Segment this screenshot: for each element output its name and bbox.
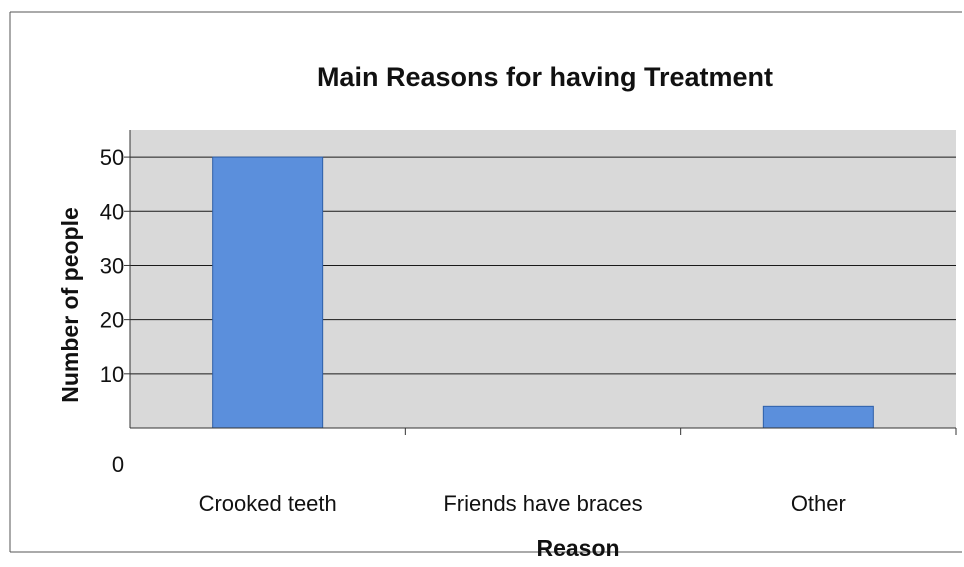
y-tick-label: 10 [100, 362, 124, 387]
y-tick-label: 40 [100, 199, 124, 224]
y-axis-title: Number of people [57, 207, 83, 403]
y-tick-labels: 0 10 20 30 40 50 [100, 145, 124, 477]
x-tick-labels: Crooked teeth Friends have braces Other [199, 428, 957, 516]
bars [212, 156, 874, 429]
y-tick-label: 0 [112, 452, 124, 477]
bar-0 [212, 156, 324, 429]
x-axis-title: Reason [536, 535, 619, 561]
y-tick-label: 30 [100, 253, 124, 278]
y-tick-label: 50 [100, 145, 124, 170]
x-tick-label: Other [791, 491, 846, 516]
y-tick-label: 20 [100, 308, 124, 333]
bar-2 [762, 405, 874, 429]
x-tick-label: Friends have braces [443, 491, 642, 516]
x-tick-label: Crooked teeth [199, 491, 337, 516]
chart-title: Main Reasons for having Treatment [317, 62, 773, 92]
